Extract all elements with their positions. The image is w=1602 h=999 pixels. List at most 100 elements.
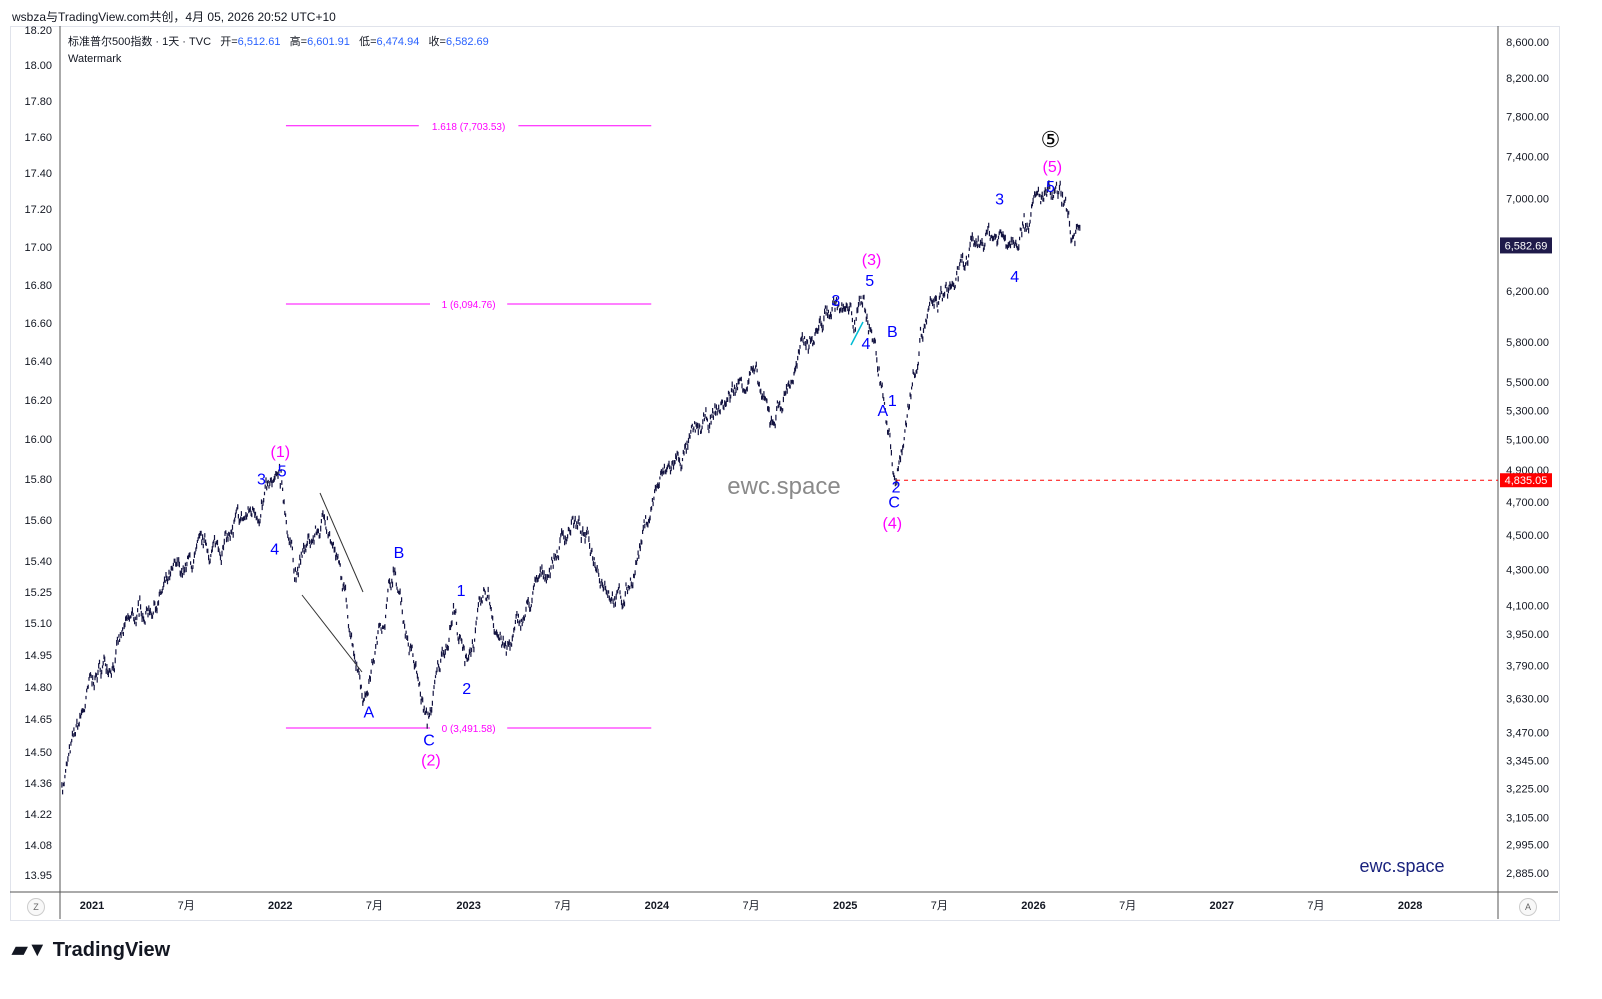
left-axis-tick: 14.80 [24, 682, 52, 694]
left-axis-tick: 15.40 [24, 556, 52, 568]
brand-name: TradingView [52, 939, 171, 961]
wave-label: C [423, 733, 435, 750]
wave-label: ⑤ [1041, 127, 1061, 152]
left-axis-tick: 17.00 [24, 242, 52, 254]
wave-label: A [878, 403, 889, 420]
time-axis-tick: 7月 [1119, 900, 1136, 912]
low-label: 低= [359, 36, 377, 48]
left-axis-tick: 17.80 [24, 96, 52, 108]
symbol-name[interactable]: 标准普尔500指数 · 1天 · TVC [68, 36, 212, 48]
wave-label: 1 [457, 583, 466, 600]
time-axis-tick: 7月 [931, 900, 948, 912]
left-axis-tick: 15.25 [24, 587, 52, 599]
wave-label: (3) [862, 252, 882, 269]
high-value: 6,601.91 [307, 36, 350, 48]
wave-label: 5 [278, 464, 287, 481]
wave-label: C [888, 494, 900, 511]
right-axis-tick: 8,200.00 [1506, 73, 1549, 85]
right-axis-tick: 4,100.00 [1506, 601, 1549, 613]
right-axis-tick: 5,300.00 [1506, 405, 1549, 417]
fib-label-bg [430, 297, 508, 312]
watermark-center: ewc.space [727, 473, 840, 500]
wave-label: (1) [271, 444, 291, 461]
right-axis-tick: 5,500.00 [1506, 377, 1549, 389]
right-axis-tick: 6,200.00 [1506, 286, 1549, 298]
fib-label-bg [430, 720, 508, 735]
left-axis-tick: 16.00 [24, 434, 52, 446]
close-value: 6,582.69 [445, 36, 489, 48]
tradingview-logo[interactable]: ▰▼ TradingView [12, 937, 170, 962]
wave-label: 2 [892, 479, 901, 496]
left-axis-tick: 17.20 [24, 204, 52, 216]
right-axis-tick: 3,630.00 [1506, 693, 1549, 705]
marked-price-tag [1500, 473, 1552, 488]
time-axis-tick: 2021 [80, 900, 104, 912]
time-axis-tick: 2027 [1210, 900, 1234, 912]
fib-level-label: 1 (6,094.76) [442, 300, 496, 311]
wave-label: B [394, 545, 405, 562]
right-axis-tick: 5,800.00 [1506, 337, 1549, 349]
wave-label: 1 [888, 393, 897, 410]
left-axis-tick: 16.40 [24, 356, 52, 368]
tv-icon: ▰▼ [12, 939, 53, 961]
time-axis-tick: 2022 [268, 900, 292, 912]
auto-scale-button[interactable]: A [1519, 898, 1537, 916]
left-axis-tick: 16.60 [24, 318, 52, 330]
close-label: 收= [428, 36, 446, 48]
fib-level-label: 0 (3,491.58) [442, 724, 496, 735]
price-bars [61, 180, 1081, 795]
left-axis-tick: 14.95 [24, 650, 52, 662]
watermark-corner: ewc.space [1359, 856, 1444, 876]
left-axis-tick: 16.20 [24, 395, 52, 407]
left-axis-tick: 14.36 [24, 778, 52, 790]
wave-label: (2) [421, 753, 441, 770]
fib-level-label: 1.618 (7,703.53) [432, 122, 505, 133]
last-price-tag [1500, 237, 1552, 254]
chart-frame [10, 26, 1560, 921]
right-axis-tick: 3,790.00 [1506, 661, 1549, 673]
open-value: 6,512.61 [237, 36, 281, 48]
right-axis-tick: 3,105.00 [1506, 812, 1549, 824]
left-axis-tick: 14.50 [24, 747, 52, 759]
high-label: 高= [289, 36, 308, 48]
left-axis-tick: 14.65 [24, 714, 52, 726]
right-axis-tick: 2,885.00 [1506, 868, 1549, 880]
left-axis-tick: 15.80 [24, 474, 52, 486]
right-axis-tick: 4,500.00 [1506, 530, 1549, 542]
wave-label: 3 [995, 192, 1004, 209]
wedge-trendline [301, 594, 363, 673]
wave-label: (4) [882, 515, 902, 532]
left-axis-tick: 14.08 [24, 840, 52, 852]
time-axis-tick: 7月 [366, 900, 383, 912]
wave-label: (5) [1043, 159, 1063, 176]
symbol-legend: 标准普尔500指数 · 1天 · TVC 开=6,512.61 高=6,601.… [68, 34, 489, 68]
time-axis-tick: 2025 [833, 900, 857, 912]
time-axis-tick: 2028 [1398, 900, 1422, 912]
low-value: 6,474.94 [376, 36, 420, 48]
wave-label: 4 [270, 542, 279, 559]
wave-label: 3 [257, 472, 266, 489]
right-axis-tick: 5,100.00 [1506, 435, 1549, 447]
wave-label: 4 [1010, 269, 1019, 286]
time-axis-tick: 2024 [645, 900, 670, 912]
left-axis-tick: 13.95 [24, 870, 52, 882]
right-axis-tick: 7,400.00 [1506, 151, 1549, 163]
time-axis-tick: 7月 [178, 900, 195, 912]
right-axis-tick: 4,700.00 [1506, 497, 1549, 509]
marked-price-label: 4,835.05 [1505, 475, 1548, 487]
wave-label: 4 [861, 336, 870, 353]
right-axis-tick: 2,995.00 [1506, 840, 1549, 852]
right-axis-tick: 8,600.00 [1506, 37, 1549, 49]
last-price-label: 6,582.69 [1505, 240, 1548, 252]
left-axis-tick: 15.60 [24, 515, 52, 527]
left-axis-tick: 17.40 [24, 168, 52, 180]
left-axis-tick: 18.00 [24, 60, 52, 72]
right-axis-tick: 7,000.00 [1506, 194, 1549, 206]
watermark-indicator[interactable]: Watermark [68, 53, 122, 65]
left-axis-tick: 14.22 [24, 809, 52, 821]
time-axis-tick: 7月 [554, 900, 571, 912]
log-z-button[interactable]: Z [27, 898, 45, 916]
triangle-trendline [850, 321, 864, 346]
open-label: 开= [220, 36, 238, 48]
